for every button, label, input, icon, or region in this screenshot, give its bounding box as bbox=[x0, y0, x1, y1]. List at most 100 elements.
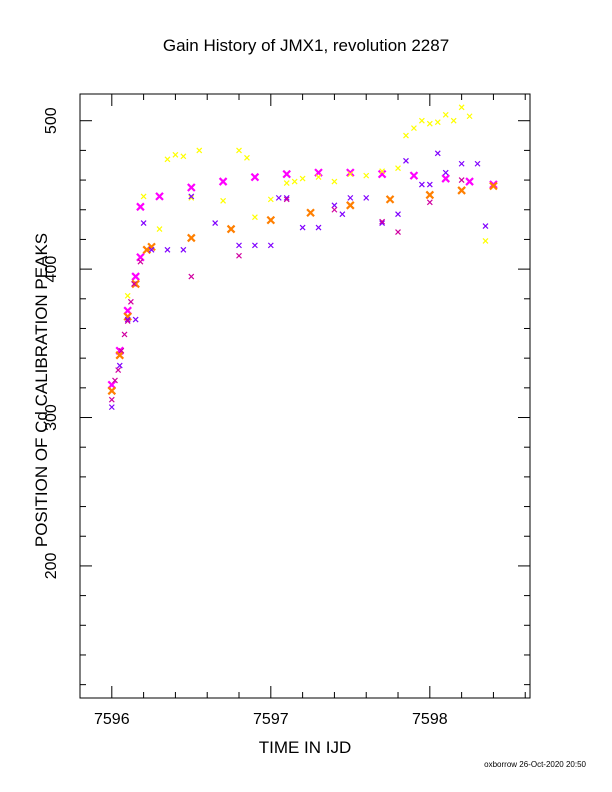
data-point bbox=[118, 347, 125, 354]
data-point bbox=[251, 242, 258, 249]
data-point bbox=[346, 201, 355, 210]
data-point bbox=[331, 202, 338, 209]
series-yellow bbox=[124, 104, 489, 299]
x-tick-label: 7598 bbox=[412, 711, 448, 728]
series-magenta bbox=[107, 168, 498, 390]
data-point bbox=[267, 196, 274, 203]
data-point bbox=[267, 242, 274, 249]
data-point bbox=[108, 404, 115, 411]
data-point bbox=[282, 169, 291, 179]
data-point bbox=[172, 151, 179, 158]
data-point bbox=[466, 113, 473, 120]
data-point bbox=[306, 208, 315, 218]
data-point bbox=[434, 150, 441, 157]
data-point bbox=[474, 160, 481, 167]
data-point bbox=[442, 169, 449, 176]
data-point bbox=[395, 211, 401, 218]
data-point bbox=[379, 218, 386, 225]
data-point bbox=[218, 177, 228, 186]
data-point bbox=[315, 224, 322, 231]
data-point bbox=[156, 226, 163, 232]
data-point bbox=[346, 168, 355, 177]
data-point bbox=[124, 318, 131, 324]
data-point bbox=[188, 194, 195, 201]
data-point bbox=[379, 220, 386, 227]
data-point bbox=[244, 154, 250, 161]
data-point bbox=[379, 168, 386, 175]
y-tick-label: 400 bbox=[43, 256, 60, 283]
data-point bbox=[331, 206, 338, 213]
data-point bbox=[425, 190, 435, 200]
data-point bbox=[131, 279, 140, 289]
axis-tick-labels: 7596 7597 7598 200 300 400 500 bbox=[43, 107, 448, 728]
data-point bbox=[187, 183, 196, 192]
data-marks bbox=[107, 104, 498, 411]
data-point bbox=[266, 215, 276, 225]
data-point bbox=[140, 220, 147, 227]
data-point bbox=[299, 175, 306, 182]
data-point bbox=[482, 237, 489, 244]
data-point bbox=[220, 197, 227, 204]
data-point bbox=[315, 174, 322, 181]
x-axis-label: TIME IN IJD bbox=[258, 738, 352, 757]
y-tick-label: 300 bbox=[43, 404, 60, 431]
data-point bbox=[180, 153, 187, 160]
data-point bbox=[236, 242, 242, 249]
data-point bbox=[212, 220, 219, 227]
data-point bbox=[418, 117, 425, 124]
x-tick-label: 7597 bbox=[253, 711, 289, 728]
series-orange bbox=[107, 181, 498, 396]
data-point bbox=[450, 117, 457, 124]
data-point bbox=[465, 177, 474, 186]
data-point bbox=[127, 298, 134, 305]
data-point bbox=[140, 193, 147, 200]
data-point bbox=[236, 252, 242, 259]
data-point bbox=[363, 172, 370, 179]
data-point bbox=[137, 258, 144, 265]
data-point bbox=[188, 193, 195, 200]
data-point bbox=[331, 178, 338, 185]
data-point bbox=[489, 181, 498, 191]
data-point bbox=[124, 316, 131, 323]
data-point bbox=[426, 181, 433, 188]
data-point bbox=[426, 199, 433, 206]
data-point bbox=[299, 224, 306, 231]
data-point bbox=[121, 331, 128, 338]
data-point bbox=[403, 132, 409, 139]
data-point bbox=[164, 246, 171, 253]
data-point bbox=[107, 386, 117, 396]
data-point bbox=[385, 195, 395, 204]
data-point bbox=[250, 172, 260, 182]
plot-frame bbox=[79, 93, 531, 699]
data-point bbox=[291, 178, 298, 185]
data-point bbox=[108, 396, 115, 403]
data-point bbox=[339, 211, 346, 218]
data-point bbox=[226, 224, 236, 234]
data-point bbox=[155, 192, 164, 201]
data-point bbox=[403, 157, 409, 164]
data-point bbox=[136, 202, 145, 212]
data-point bbox=[115, 350, 125, 360]
data-point bbox=[124, 292, 131, 299]
data-point bbox=[283, 180, 290, 186]
data-point bbox=[188, 273, 195, 280]
y-axis-label: POSITION OF Cd CALIBRATION PEAKS bbox=[32, 232, 51, 548]
data-point bbox=[377, 169, 387, 179]
axis-ticks bbox=[79, 94, 530, 698]
x-tick-label: 7596 bbox=[94, 711, 130, 728]
data-point bbox=[196, 147, 203, 154]
data-point bbox=[426, 120, 433, 127]
data-point bbox=[395, 229, 401, 235]
data-point bbox=[180, 246, 187, 253]
data-point bbox=[236, 147, 242, 154]
data-point bbox=[441, 174, 451, 183]
data-point bbox=[395, 165, 401, 172]
data-point bbox=[347, 171, 354, 178]
data-point bbox=[164, 156, 171, 163]
y-tick-label: 200 bbox=[43, 552, 60, 579]
data-point bbox=[131, 272, 140, 281]
series-purple bbox=[108, 150, 489, 411]
data-point bbox=[458, 104, 465, 111]
data-point bbox=[187, 233, 196, 243]
